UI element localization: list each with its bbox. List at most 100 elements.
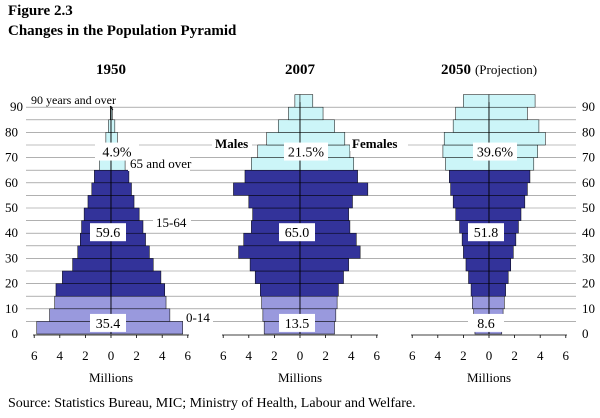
bar-male: [62, 270, 112, 284]
bar-female: [488, 106, 528, 121]
x-tick-label: 4: [57, 348, 64, 363]
x-tick-label: 6: [185, 348, 192, 363]
bar-female: [110, 119, 116, 133]
age-tick-label: 60: [5, 175, 18, 190]
x-tick-label: 2: [271, 348, 278, 363]
annotation-0-14: 0-14: [186, 310, 210, 325]
age-tick-label: 80: [5, 124, 18, 139]
share-0-14-box: [90, 313, 126, 332]
share-15-64-box: [468, 223, 504, 242]
bar-female: [488, 169, 531, 184]
figure-title: Changes in the Population Pyramid: [8, 23, 237, 39]
annotation-mask: [183, 311, 213, 325]
share-0-14: 35.4: [96, 317, 121, 332]
bar-male: [277, 119, 301, 133]
bar-female: [110, 270, 162, 284]
bar-male: [55, 283, 112, 297]
share-15-64-box: [90, 223, 126, 242]
share-15-64: 59.6: [96, 226, 121, 241]
bar-female: [110, 195, 135, 209]
share-65-over-box: [473, 142, 517, 161]
x-tick-label: 2: [322, 348, 329, 363]
age-tick-label: 0: [582, 326, 589, 341]
age-tick-label: 10: [582, 301, 595, 316]
bar-male: [87, 195, 112, 209]
age-tick-label: 20: [582, 276, 595, 291]
bar-male: [470, 283, 490, 297]
age-tick-label: 0: [12, 326, 19, 341]
x-tick-label: 4: [348, 348, 355, 363]
age-tick-label: 60: [582, 175, 595, 190]
bar-male: [254, 270, 301, 284]
bar-male: [449, 169, 490, 184]
x-tick-label: 0: [486, 348, 493, 363]
bar-female: [299, 195, 353, 209]
bar-female: [110, 169, 130, 184]
share-0-14-box: [468, 313, 504, 332]
annotation-90-years-over: 90 years and over: [31, 93, 116, 107]
bar-male: [233, 182, 301, 196]
annotation-mask: [72, 94, 112, 106]
x-tick-label: 4: [435, 348, 442, 363]
bar-male: [249, 258, 301, 272]
bar-female: [488, 283, 506, 297]
share-15-64: 65.0: [285, 226, 310, 241]
x-tick-label: 6: [31, 348, 38, 363]
bar-male: [261, 295, 301, 310]
x-tick-label: 6: [409, 348, 416, 363]
bar-male: [450, 182, 490, 196]
share-15-64: 51.8: [474, 226, 499, 241]
bar-female: [299, 283, 339, 297]
bar-male: [244, 169, 301, 184]
bar-female: [488, 258, 512, 272]
bar-male: [294, 94, 301, 108]
bar-female: [299, 207, 349, 221]
age-tick-label: 50: [582, 200, 595, 215]
bar-female: [488, 119, 540, 133]
age-tick-label: 90: [582, 99, 595, 114]
bar-female: [110, 258, 154, 272]
pyramid-1950: 6 4 2 0 2 4 6 Millions 1950 35.4 59.6 4.9% 90 years …: [31, 62, 213, 385]
bar-female: [110, 295, 167, 310]
bar-female: [299, 182, 369, 196]
age-axes: 0 10 20 30 40 50 60 70 80 90 0 10 20 30 40 50 60 70 80 90: [5, 99, 595, 341]
panel-title: 1950: [96, 62, 126, 78]
bar-female: [110, 245, 150, 259]
pyramid-2050: 6 4 2 0 2 4 6 Millions 2050 (Projection) 8.6 51.8 39…: [409, 62, 570, 385]
x-axis-label: Millions: [89, 370, 133, 385]
age-tick-label: 80: [582, 124, 595, 139]
bar-male: [94, 169, 112, 184]
annotation-females: Females: [352, 136, 397, 151]
share-65-over-box: [284, 142, 328, 161]
bar-male: [455, 106, 490, 121]
bar-male: [248, 195, 301, 209]
share-0-14-box: [279, 313, 315, 332]
bar-female: [488, 94, 536, 108]
bar-male: [252, 207, 301, 221]
bar-male: [83, 207, 112, 221]
bar-male: [72, 258, 112, 272]
x-tick-label: 6: [374, 348, 381, 363]
x-tick-label: 0: [108, 348, 115, 363]
bar-male: [260, 283, 301, 297]
figure-label: Figure 2.3: [8, 3, 73, 19]
annotation-65-over: 65 and over: [130, 156, 192, 171]
annotation-males: Males: [215, 136, 248, 151]
x-axis-label: Millions: [278, 370, 322, 385]
share-65-over: 21.5%: [288, 146, 325, 161]
age-tick-label: 30: [5, 250, 18, 265]
age-tick-label: 70: [582, 150, 595, 165]
share-0-14: 8.6: [477, 317, 495, 332]
panel-title: 2050 (Projection): [441, 62, 537, 78]
x-tick-label: 2: [82, 348, 89, 363]
x-tick-label: 4: [246, 348, 253, 363]
bar-male: [465, 258, 490, 272]
bar-male: [472, 295, 490, 310]
bar-female: [299, 169, 358, 184]
x-axis-label: Millions: [467, 370, 511, 385]
bar-female: [488, 195, 526, 209]
x-tick-label: 4: [537, 348, 544, 363]
bar-female: [110, 182, 132, 196]
annotation-mask: [153, 216, 191, 230]
